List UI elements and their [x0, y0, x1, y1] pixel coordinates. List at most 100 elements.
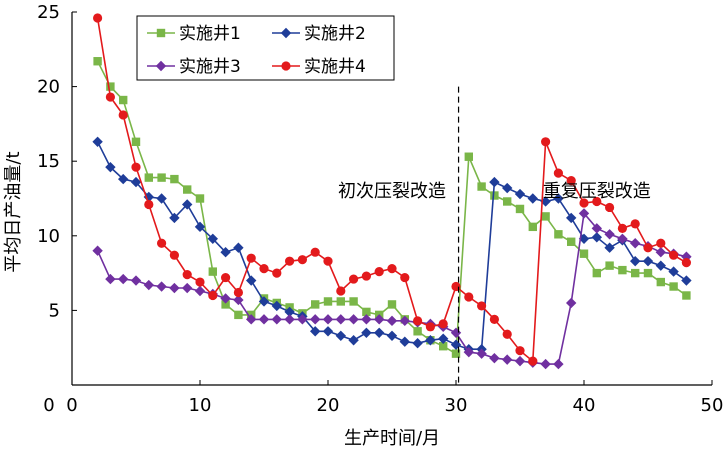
data-point — [143, 279, 154, 291]
legend-label: 实施井3 — [179, 57, 241, 77]
data-point — [592, 268, 601, 278]
data-point — [541, 137, 551, 147]
data-point — [335, 314, 346, 325]
data-point — [157, 238, 167, 248]
axes: 0 10 20 30 40 50 0 5 10 15 20 25 — [37, 2, 723, 416]
data-point — [604, 242, 615, 253]
data-point — [156, 193, 167, 204]
data-point — [208, 267, 217, 276]
data-point — [284, 306, 295, 318]
data-point — [374, 267, 384, 277]
data-point — [591, 232, 602, 243]
data-point — [130, 176, 142, 188]
data-point — [618, 265, 627, 275]
data-point — [489, 352, 500, 364]
data-point — [655, 260, 666, 271]
data-point — [502, 182, 513, 194]
data-point — [643, 243, 653, 253]
series-well-3 — [92, 208, 692, 370]
data-point — [169, 282, 180, 294]
y-axis-label: 平均日产油量/t — [3, 151, 24, 272]
x-tick-label: 50 — [701, 395, 724, 416]
data-point — [477, 182, 486, 191]
data-point — [450, 339, 462, 350]
legend-label: 实施井2 — [304, 24, 366, 44]
data-point — [144, 199, 154, 210]
data-point — [656, 277, 665, 287]
data-point — [450, 327, 462, 338]
data-point — [234, 310, 243, 320]
data-point — [169, 212, 180, 224]
y-tick-label: 5 — [49, 300, 60, 321]
data-point — [412, 338, 423, 349]
data-point — [579, 198, 589, 208]
data-point — [118, 273, 129, 285]
data-point — [233, 287, 243, 298]
data-point — [349, 274, 359, 284]
data-point — [323, 297, 333, 306]
data-point — [106, 82, 115, 91]
data-point — [195, 277, 205, 287]
data-point — [258, 296, 270, 307]
data-point — [669, 282, 678, 291]
data-point — [105, 273, 116, 285]
data-point — [605, 202, 615, 213]
data-point — [514, 188, 526, 200]
data-point — [93, 57, 102, 66]
data-point — [438, 333, 449, 344]
data-point — [528, 356, 538, 366]
data-point — [118, 173, 129, 185]
data-point — [182, 269, 192, 280]
legend-marker — [156, 28, 166, 38]
legend-marker — [280, 27, 292, 39]
legend-entry-2: 实施井2 — [272, 24, 366, 44]
data-point — [643, 268, 653, 278]
data-point — [361, 271, 371, 281]
data-point — [182, 282, 193, 294]
data-point — [130, 275, 142, 286]
data-point — [323, 256, 333, 266]
data-point — [528, 222, 537, 232]
data-point — [451, 349, 461, 358]
data-point — [515, 346, 525, 356]
data-point — [348, 335, 359, 346]
data-point — [310, 247, 320, 257]
legend-box — [136, 15, 395, 81]
data-point — [310, 326, 321, 337]
annotation-refracturing: 重复压裂改造 — [543, 181, 651, 202]
data-point — [579, 249, 589, 258]
data-point — [668, 266, 679, 277]
series-well-4 — [93, 13, 692, 366]
data-point — [157, 173, 166, 182]
data-point — [451, 281, 461, 292]
data-point — [208, 290, 218, 301]
data-point — [464, 292, 474, 302]
data-point — [527, 193, 538, 204]
data-point — [566, 297, 577, 309]
series-well-2 — [92, 136, 692, 355]
y-tick-label: 20 — [37, 77, 60, 98]
data-point — [604, 229, 615, 240]
data-point — [336, 286, 346, 296]
data-point — [490, 191, 499, 200]
data-point — [194, 221, 206, 233]
data-point — [336, 297, 345, 306]
data-point — [362, 307, 371, 317]
data-point — [630, 255, 641, 267]
data-point — [541, 212, 550, 221]
data-point — [322, 314, 334, 325]
data-point — [258, 314, 270, 325]
legend-entry-1: 实施井1 — [147, 24, 241, 44]
legend-label: 实施井1 — [179, 24, 241, 44]
data-point — [105, 161, 116, 173]
data-point — [387, 300, 397, 309]
data-point — [463, 346, 474, 358]
data-point — [515, 204, 525, 214]
data-point — [233, 242, 244, 253]
data-point — [131, 162, 141, 172]
data-point — [413, 316, 423, 326]
data-point — [400, 272, 410, 283]
data-point — [656, 238, 666, 248]
data-point — [489, 314, 499, 324]
